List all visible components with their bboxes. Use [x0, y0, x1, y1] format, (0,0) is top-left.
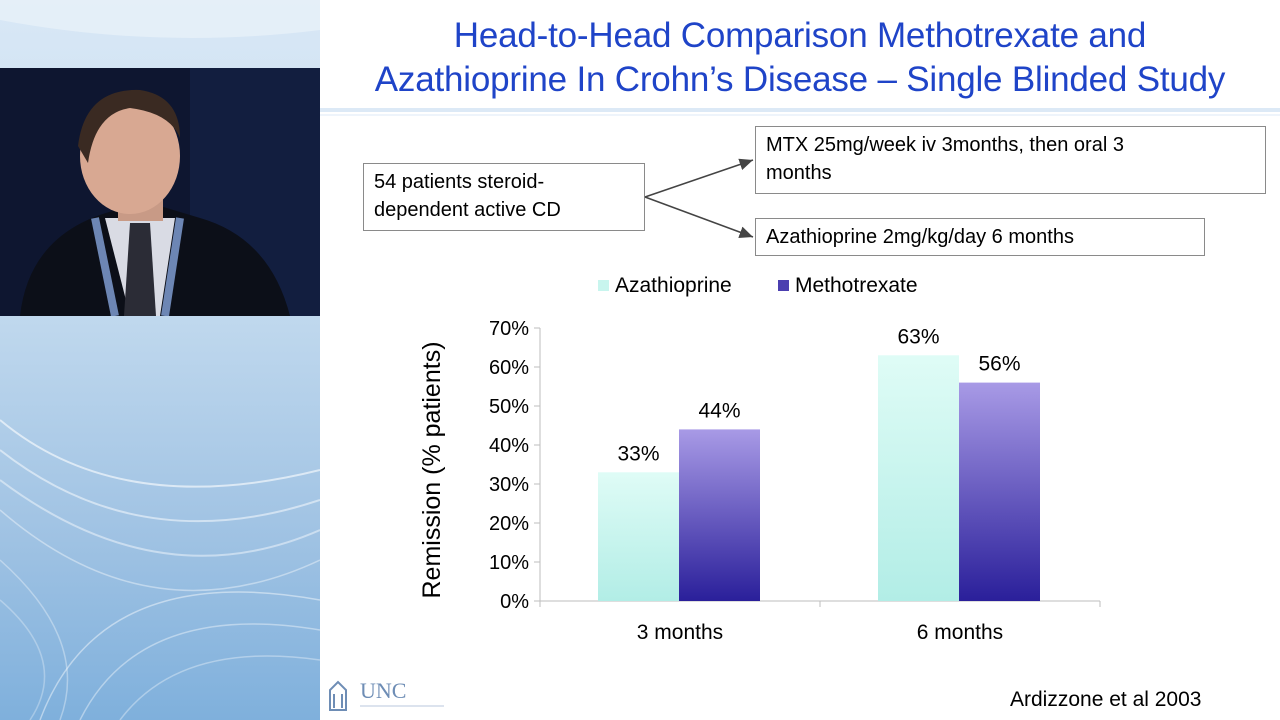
slide-title-line2: Azathioprine In Crohn’s Disease – Single…	[374, 60, 1226, 99]
data-label-methotrexate-2: 56%	[978, 353, 1020, 376]
citation: Ardizzone et al 2003	[1010, 688, 1202, 711]
aza-regimen-box: Azathioprine 2mg/kg/day 6 months	[755, 218, 1205, 256]
slide-title-line1: Head-to-Head Comparison Methotrexate and	[453, 16, 1147, 55]
legend-item-methotrexate: Methotrexate	[778, 274, 918, 298]
bar-chart: Remission (% patients) 0% 10% 20% 30% 40% 50%…	[418, 318, 1101, 644]
y-tick-label: 10%	[489, 552, 529, 574]
y-tick-label: 20%	[489, 513, 529, 535]
flow-arrows	[644, 158, 754, 238]
unc-logo-icon	[329, 680, 444, 711]
data-label-azathioprine-1: 33%	[617, 442, 659, 465]
aza-regimen-line1: Azathioprine 2mg/kg/day 6 months	[766, 226, 1074, 248]
speaker-video	[0, 68, 320, 316]
bars	[598, 355, 1040, 601]
patients-box: 54 patients steroid- dependent active CD	[363, 163, 645, 231]
mtx-regimen-line2: months	[766, 162, 832, 184]
slide: Head-to-Head Comparison Methotrexate and…	[320, 0, 1280, 720]
patients-box-line1: 54 patients steroid-	[374, 171, 545, 193]
wave-decoration	[0, 0, 320, 720]
bar-methotrexate-1	[679, 429, 760, 601]
arrow-to-mtx	[644, 158, 754, 198]
bar-methotrexate-2	[959, 382, 1040, 601]
category-label: 6 months	[917, 621, 1003, 644]
y-tick-label: 40%	[489, 435, 529, 457]
data-label-methotrexate-1: 44%	[698, 399, 740, 422]
y-tick-label: 70%	[489, 318, 529, 340]
legend-swatch-methotrexate	[778, 280, 789, 291]
speaker-figure	[0, 68, 320, 316]
title-divider	[320, 108, 1280, 112]
mtx-regimen-line1: MTX 25mg/week iv 3months, then oral 3	[766, 134, 1124, 156]
y-axis: 0% 10% 20% 30% 40% 50% 60% 70%	[489, 318, 541, 613]
category-labels: 3 months 6 months	[637, 621, 1003, 644]
bar-azathioprine-2	[878, 355, 959, 601]
patients-box-line2: dependent active CD	[374, 199, 561, 221]
legend-label-azathioprine: Azathioprine	[615, 274, 732, 297]
unc-logo-text: UNC	[360, 678, 407, 703]
y-tick-label: 60%	[489, 357, 529, 379]
bar-azathioprine-1	[598, 472, 679, 601]
data-labels: 33% 44% 63% 56%	[617, 325, 1020, 465]
title-divider-light	[320, 114, 1280, 116]
y-tick-label: 0%	[500, 591, 529, 613]
category-label: 3 months	[637, 621, 723, 644]
data-label-azathioprine-2: 63%	[897, 325, 939, 348]
y-tick-label: 50%	[489, 396, 529, 418]
slide-title: Head-to-Head Comparison Methotrexate and…	[320, 14, 1280, 102]
arrow-to-aza	[644, 196, 754, 238]
mtx-regimen-box: MTX 25mg/week iv 3months, then oral 3 mo…	[755, 126, 1266, 194]
legend-swatch-azathioprine	[598, 280, 609, 291]
y-tick-label: 30%	[489, 474, 529, 496]
legend-item-azathioprine: Azathioprine	[598, 274, 732, 298]
y-axis-label: Remission (% patients)	[418, 341, 446, 598]
legend-label-methotrexate: Methotrexate	[795, 274, 918, 297]
x-axis	[539, 600, 1101, 607]
